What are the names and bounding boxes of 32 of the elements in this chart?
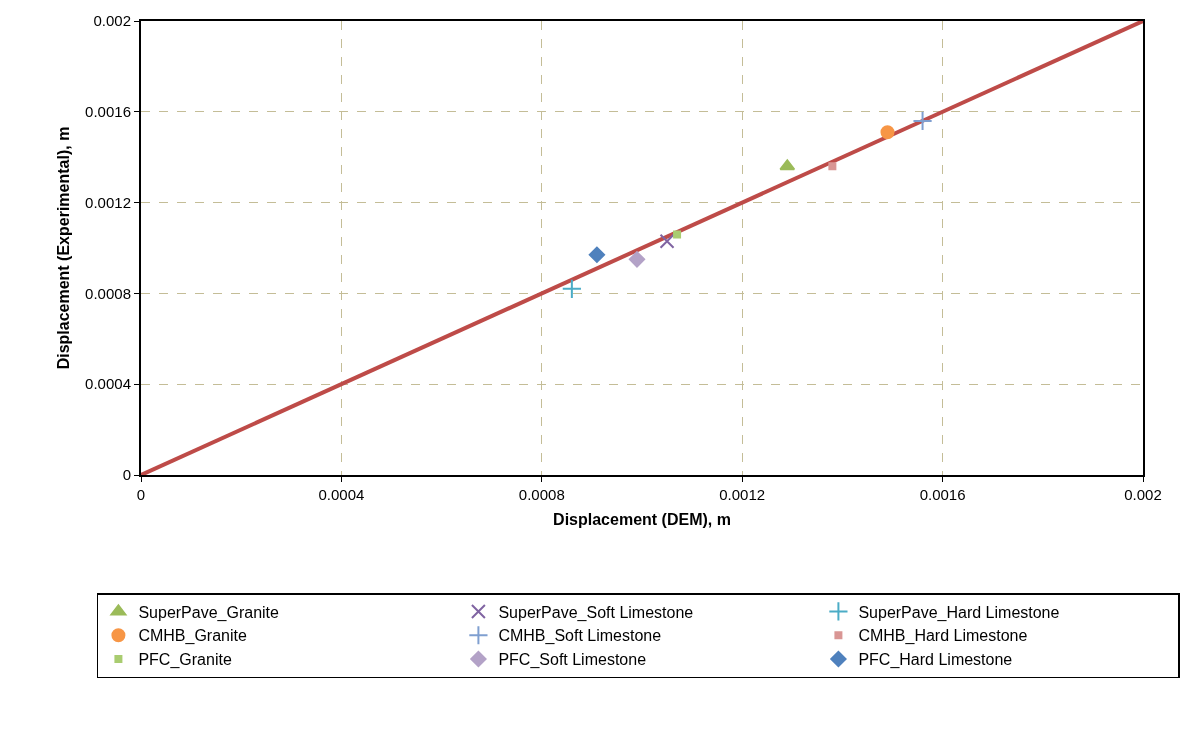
y-tick-label: 0.0016 <box>85 103 131 121</box>
legend-label: SuperPave_Hard Limestone <box>858 603 1060 622</box>
x-axis-title: Displacement (DEM), m <box>553 511 731 529</box>
legend-label: PFC_Soft Limestone <box>498 651 647 670</box>
point <box>779 159 796 171</box>
x-tick-label: 0.002 <box>1124 486 1162 503</box>
point <box>828 162 837 171</box>
legend-label: CMHB_Granite <box>138 627 247 646</box>
x-tick-label: 0.0016 <box>919 486 966 503</box>
legend-label: CMHB_Soft Limestone <box>498 627 662 646</box>
x-tick-label: 0.0008 <box>518 486 565 503</box>
legend-label: PFC_Granite <box>138 651 232 670</box>
y-tick-label: 0.002 <box>93 12 131 30</box>
x-tick-label: 0.0004 <box>318 486 365 503</box>
legend-label: SuperPave_Soft Limestone <box>498 603 694 622</box>
point <box>912 110 933 131</box>
x-tick-label: 0 <box>136 486 146 503</box>
point <box>659 233 675 249</box>
legend-label: CMHB_Hard Limestone <box>858 627 1028 646</box>
point <box>588 246 606 263</box>
legend-label: SuperPave_Granite <box>138 603 280 622</box>
legend-label: PFC_Hard Limestone <box>858 651 1013 670</box>
point <box>628 251 646 268</box>
y-axis-title: Displacement (Experimental), m <box>54 126 72 370</box>
y-tick-label: 0.0012 <box>85 193 131 211</box>
y-tick-label: 0.0008 <box>85 284 131 302</box>
point <box>561 278 582 299</box>
point <box>673 230 682 239</box>
x-tick-label: 0.0012 <box>719 486 766 503</box>
point <box>880 125 895 140</box>
y-tick-label: 0 <box>122 466 131 484</box>
y-tick-label: 0.0004 <box>85 375 131 393</box>
